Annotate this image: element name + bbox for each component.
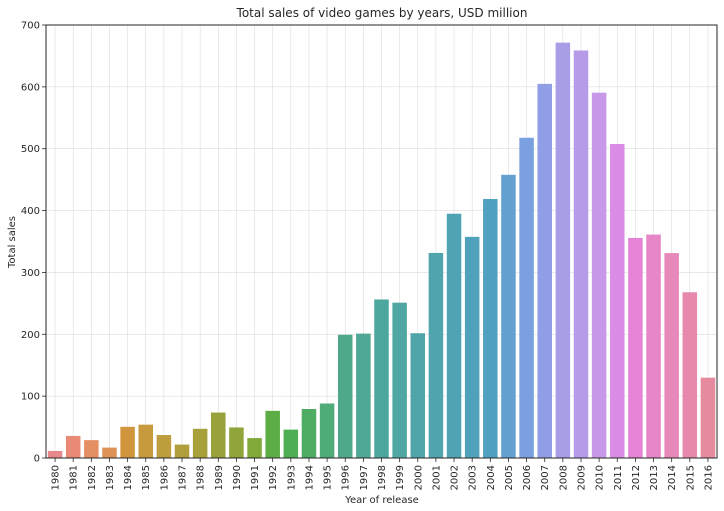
x-tick-label: 2000	[413, 465, 424, 490]
bar-2013	[646, 234, 661, 458]
bar-2009	[573, 50, 589, 459]
x-tick-label: 1983	[105, 465, 116, 490]
bar-1981	[65, 435, 81, 458]
x-tick-label: 2002	[450, 465, 461, 490]
x-tick-label: 1993	[286, 465, 297, 490]
x-tick-label: 1982	[87, 465, 98, 490]
x-tick-label: 2009	[576, 465, 587, 490]
x-tick-label: 1981	[69, 465, 80, 490]
x-tick-label: 1990	[232, 465, 243, 490]
bar-1982	[84, 440, 99, 458]
x-tick-label: 2004	[486, 465, 497, 490]
x-tick-label: 1998	[377, 465, 388, 490]
bar-2000	[410, 333, 426, 458]
bars	[47, 42, 716, 459]
bar-2006	[519, 137, 534, 458]
bar-2004	[483, 199, 498, 458]
x-tick-label: 1997	[359, 465, 370, 490]
x-tick-label: 1991	[250, 465, 261, 490]
x-tick-label: 2006	[522, 465, 533, 490]
bar-2014	[664, 253, 679, 458]
bar-2007	[537, 83, 552, 458]
x-tick-label: 1985	[141, 465, 152, 490]
x-tick-label: 1994	[304, 465, 315, 490]
bar-1994	[301, 409, 317, 458]
bar-2002	[446, 213, 462, 458]
bar-1987	[174, 444, 190, 458]
bar-1986	[156, 435, 172, 458]
x-tick-label: 2007	[540, 465, 551, 490]
bar-2011	[610, 144, 625, 459]
x-tick-label: 1984	[123, 465, 134, 490]
y-tick-label: 200	[21, 330, 40, 341]
chart-title: Total sales of video games by years, USD…	[236, 6, 528, 20]
y-tick-label: 400	[21, 206, 40, 217]
bar-1980	[47, 450, 63, 458]
x-tick-label: 1995	[323, 465, 334, 490]
x-tick-label: 2013	[649, 465, 660, 490]
bar-1983	[102, 447, 117, 458]
bar-2015	[682, 292, 698, 458]
x-tick-label: 1986	[159, 465, 170, 490]
x-tick-label: 2005	[504, 465, 515, 490]
bar-2001	[428, 252, 444, 458]
bar-1993	[283, 429, 299, 458]
bar-1996	[337, 334, 353, 458]
x-tick-label: 2010	[595, 465, 606, 490]
y-tick-label: 0	[34, 454, 40, 465]
y-tick-label: 700	[21, 21, 40, 32]
y-tick-label: 100	[21, 392, 40, 403]
x-tick-label: 2015	[685, 465, 696, 490]
bar-2003	[464, 236, 480, 458]
x-tick-label: 2012	[631, 465, 642, 490]
bar-1985	[138, 424, 153, 458]
bar-2005	[501, 174, 516, 458]
x-tick-label: 2014	[667, 465, 678, 490]
x-tick-label: 2016	[703, 465, 714, 490]
x-tick-label: 1980	[51, 465, 62, 490]
bar-1991	[247, 438, 262, 458]
y-tick-label: 600	[21, 82, 40, 93]
bar-1998	[374, 299, 389, 458]
x-tick-label: 1989	[214, 465, 225, 490]
x-tick-label: 1988	[196, 465, 207, 490]
bar-1997	[356, 333, 371, 458]
x-tick-label: 2003	[468, 465, 479, 490]
bar-2012	[628, 237, 643, 458]
bar-1992	[265, 410, 280, 458]
bar-1995	[319, 403, 335, 458]
y-axis-label: Total sales	[7, 216, 18, 269]
bar-1988	[192, 428, 208, 458]
x-tick-label: 1992	[268, 465, 279, 490]
bar-2016	[700, 377, 716, 458]
x-tick-label: 1999	[395, 465, 406, 490]
bar-1984	[120, 426, 135, 458]
x-axis-ticks: 1980 1981 1982 1983 1984 1985 1986 1987 1988 1989…	[51, 458, 714, 490]
x-tick-label: 2011	[613, 465, 624, 490]
x-tick-label: 1996	[341, 465, 352, 490]
bar-1999	[392, 302, 407, 458]
y-tick-label: 300	[21, 268, 40, 279]
x-tick-label: 2008	[558, 465, 569, 490]
y-tick-label: 500	[21, 144, 40, 155]
bar-1989	[211, 412, 226, 458]
x-axis-label: Year of release	[344, 495, 419, 506]
y-axis-ticks: 0 100 200 300 400 500 600 700	[21, 21, 46, 465]
bar-2010	[591, 92, 607, 458]
x-tick-label: 2001	[431, 465, 442, 490]
x-tick-label: 1987	[178, 465, 189, 490]
bar-2008	[555, 42, 571, 459]
bar-1990	[229, 427, 244, 458]
